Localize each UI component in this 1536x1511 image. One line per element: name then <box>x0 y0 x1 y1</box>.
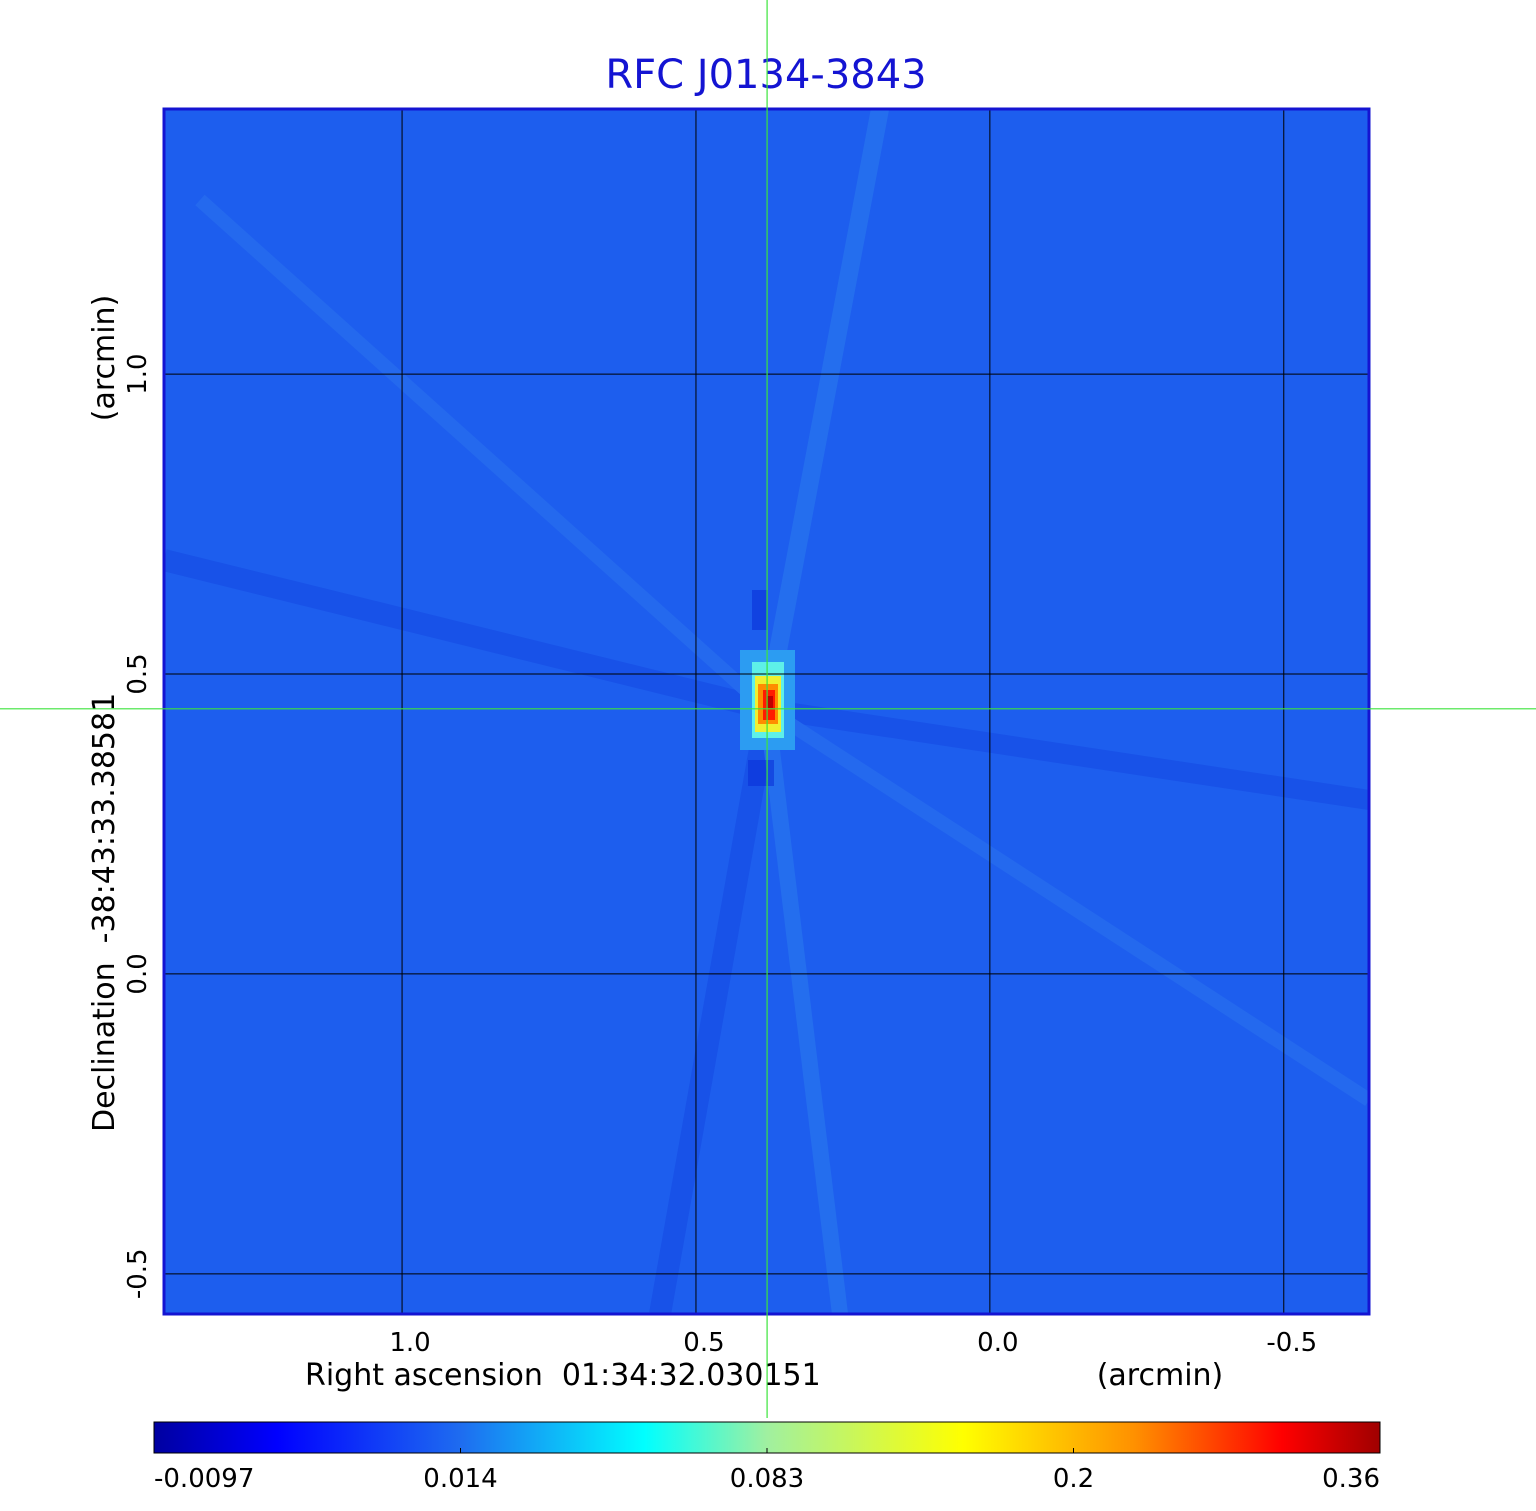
x-axis-unit: (arcmin) <box>1097 1358 1224 1393</box>
x-tick-label: -0.5 <box>1266 1328 1317 1358</box>
x-tick-label: 0.0 <box>977 1328 1018 1358</box>
colorbar-tick-label: 0.2 <box>1053 1464 1094 1494</box>
y-tick-label: 0.0 <box>123 953 153 994</box>
colorbar-tick-label: 0.083 <box>730 1464 804 1494</box>
x-tick-label: 1.0 <box>389 1328 430 1358</box>
y-axis-unit: (arcmin) <box>87 295 122 422</box>
chart-title: RFC J0134-3843 <box>605 52 926 98</box>
colorbar-tick-label: 0.36 <box>1322 1464 1380 1494</box>
colorbar-tick-label: -0.0097 <box>154 1464 254 1494</box>
image-streaks <box>164 109 1369 1314</box>
y-tick-label: 0.5 <box>123 653 153 694</box>
y-tick-label: -0.5 <box>123 1248 153 1299</box>
x-axis-label: Right ascension 01:34:32.030151 <box>305 1358 821 1393</box>
y-axis-label: Declination -38:43:33.38581 <box>87 693 122 1132</box>
x-tick-label: 0.5 <box>683 1328 724 1358</box>
colorbar-tick-label: 0.014 <box>423 1464 497 1494</box>
y-tick-label: 1.0 <box>123 353 153 394</box>
